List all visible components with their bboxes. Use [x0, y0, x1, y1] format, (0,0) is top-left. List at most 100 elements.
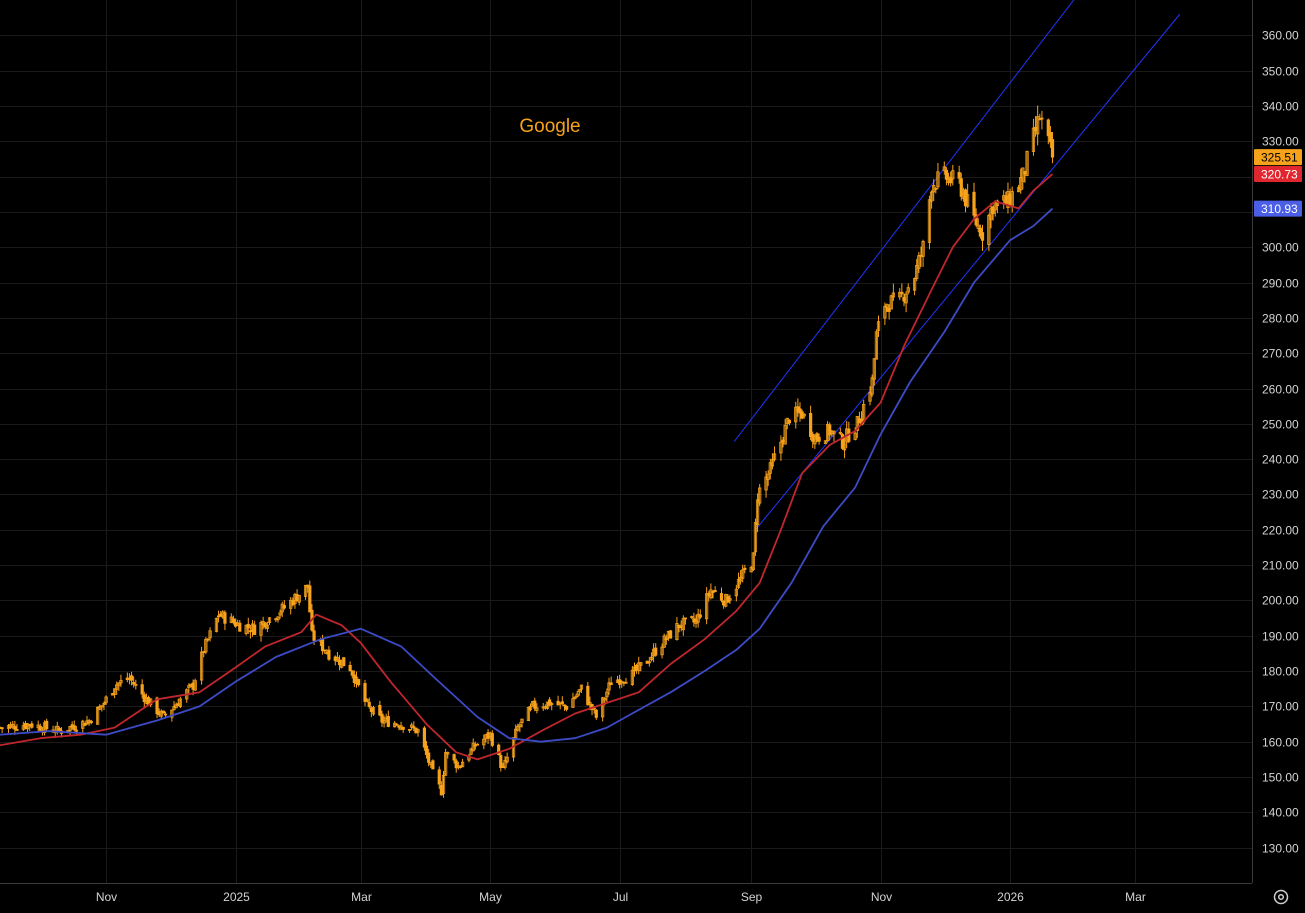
x-tick-label: Sep: [741, 890, 763, 904]
candle-body: [208, 630, 212, 639]
ma-slow-line: [0, 207, 1054, 743]
candle-body: [518, 724, 522, 728]
candle-body: [772, 453, 777, 460]
candle-body: [45, 720, 49, 730]
candle-body: [490, 733, 494, 746]
candle-body: [579, 684, 584, 690]
candle-body: [853, 432, 857, 440]
candle-body: [758, 487, 762, 504]
candle-body: [743, 567, 747, 570]
candle-body: [267, 617, 272, 624]
candle-body: [868, 392, 872, 402]
candle-body: [246, 623, 250, 629]
candle-body: [297, 594, 301, 603]
candle-body: [942, 166, 946, 171]
y-tick-label: 130.00: [1262, 842, 1299, 856]
candle-body: [705, 593, 709, 620]
candle-body: [951, 170, 955, 180]
candle-body: [102, 702, 106, 705]
candle-body: [764, 476, 768, 491]
candle-body: [72, 725, 76, 731]
candle-body: [550, 703, 554, 705]
y-tick-label: 230.00: [1262, 488, 1299, 502]
candle-body: [471, 742, 475, 752]
candle-body: [401, 726, 405, 730]
candle-body: [586, 685, 590, 706]
candle-body: [441, 775, 446, 794]
candle-body: [482, 738, 486, 746]
candle-body: [912, 278, 917, 291]
candle-body: [1040, 117, 1044, 120]
candle-body: [874, 331, 879, 360]
candle-body: [813, 436, 817, 445]
candle-body: [57, 727, 62, 731]
candle-body: [736, 579, 741, 588]
candle-body: [891, 292, 895, 298]
candle-body: [323, 649, 327, 652]
time-axis[interactable]: Nov 2025 Mar May Jul Sep Nov 2026 Mar: [96, 890, 1146, 904]
candle-body: [422, 727, 427, 748]
candle-body: [1025, 150, 1029, 176]
candle-body: [427, 752, 431, 763]
candle-body: [320, 638, 325, 652]
grid-lines: [0, 0, 1252, 883]
candle-body: [794, 406, 798, 423]
y-tick-label: 220.00: [1262, 524, 1299, 538]
candle-body: [199, 651, 204, 681]
candle-body: [630, 669, 634, 685]
candle-body: [155, 697, 159, 715]
candle-body: [259, 622, 263, 636]
candle-body: [815, 433, 819, 441]
candle-body: [1050, 139, 1055, 158]
candle-body: [915, 264, 919, 279]
settings-gear-icon[interactable]: [1270, 886, 1292, 908]
candle-body: [649, 656, 654, 661]
candle-body: [564, 706, 569, 710]
x-tick-label: Nov: [96, 890, 117, 904]
candle-body: [887, 308, 891, 312]
candle-body: [840, 434, 845, 449]
candle-body: [499, 755, 503, 769]
candle-body: [823, 440, 828, 444]
candle-body: [412, 726, 416, 729]
candle-body: [100, 705, 104, 708]
ma-fast-tag: 320.73: [1261, 168, 1298, 182]
candle-body: [178, 698, 182, 708]
y-tick-label: 290.00: [1262, 277, 1299, 291]
candle-body: [161, 710, 165, 714]
candle-body: [431, 760, 435, 770]
candle-body: [972, 191, 976, 216]
candle-body: [204, 638, 208, 653]
candle-body: [25, 723, 30, 730]
candle-body: [690, 616, 694, 618]
candle-body: [751, 552, 755, 570]
candle-body: [357, 679, 361, 686]
candle-body: [734, 588, 738, 597]
candle-body: [475, 743, 480, 746]
last-price-tag-bg: [1254, 149, 1302, 166]
candle-body: [838, 432, 842, 434]
y-tick-label: 250.00: [1262, 418, 1299, 432]
y-tick-label: 260.00: [1262, 383, 1299, 397]
x-tick-label: 2025: [223, 890, 250, 904]
candle-body: [13, 725, 17, 730]
candle-body: [828, 424, 832, 436]
candle-body: [698, 614, 702, 618]
candle-body: [11, 723, 15, 727]
candle-body: [560, 701, 564, 704]
candle-body: [876, 321, 881, 331]
candle-body: [1019, 177, 1023, 191]
candle-body: [779, 441, 783, 454]
candle-body: [1031, 127, 1036, 152]
candle-body: [738, 576, 743, 582]
candle-body: [350, 670, 354, 676]
candle-body: [187, 685, 191, 688]
price-axis[interactable]: 130.00 140.00 150.00 160.00 170.00 180.00 190.…: [1262, 29, 1299, 856]
candle-body: [327, 649, 331, 660]
candle-body: [711, 591, 715, 594]
candle-body: [378, 704, 382, 716]
candle-body: [575, 693, 579, 697]
candle-body: [944, 169, 949, 180]
